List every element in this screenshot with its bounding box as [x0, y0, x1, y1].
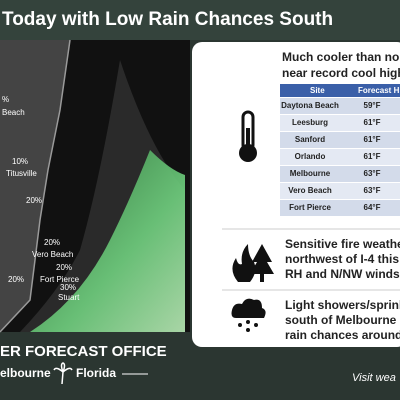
site-cell: Vero Beach [288, 186, 332, 195]
shower-icon [231, 298, 266, 332]
fire-text: northwest of I-4 this a [285, 252, 400, 266]
site-cell: Sanford [295, 135, 325, 144]
map-label: Fort Pierce [40, 275, 80, 284]
office-city: elbourne [0, 366, 51, 380]
palm-icon [53, 362, 73, 385]
headline: near record cool highs [282, 66, 400, 80]
map-label: Titusville [6, 169, 37, 178]
table-row [280, 166, 400, 182]
fire-text: RH and N/NW winds [285, 267, 400, 281]
site-cell: Melbourne [290, 169, 331, 178]
table-row [280, 183, 400, 199]
temp-cell: 64°F [364, 203, 381, 212]
office-name: ER FORECAST OFFICE [0, 343, 167, 360]
map-label: 20% [44, 238, 60, 247]
table-row [280, 132, 400, 148]
table-row [280, 149, 400, 165]
map-label: Beach [2, 108, 25, 117]
table-row [280, 115, 400, 131]
temp-cell: 59°F [364, 101, 381, 110]
fire-icon [232, 244, 274, 282]
showers-text: Light showers/sprink [285, 298, 400, 312]
temp-cell: 61°F [364, 118, 381, 127]
title-bar [0, 0, 400, 40]
land [0, 40, 70, 332]
map-label: 10% [12, 157, 28, 166]
site-cell: Fort Pierce [289, 203, 331, 212]
temp-cell: 63°F [364, 186, 381, 195]
map-label: 30% [60, 283, 76, 292]
visit-text: Visit wea [352, 372, 396, 384]
rain-chance-area [30, 150, 185, 332]
temp-cell: 63°F [364, 169, 381, 178]
fire-text: Sensitive fire weathe [285, 237, 400, 251]
headline: Much cooler than norm [282, 50, 400, 64]
table-header [280, 84, 400, 97]
temp-cell: 61°F [364, 152, 381, 161]
map-label: 20% [26, 196, 42, 205]
site-cell: Daytona Beach [281, 101, 339, 110]
map-label: 20% [56, 263, 72, 272]
table-header-cell: Forecast H [358, 86, 400, 95]
table-row [280, 200, 400, 216]
showers-text: south of Melbourne i [285, 313, 400, 327]
site-cell: Orlando [295, 152, 326, 161]
map-label: Stuart [58, 293, 80, 302]
map-label: Vero Beach [32, 250, 73, 259]
temp-cell: 61°F [364, 135, 381, 144]
title: Today with Low Rain Chances South [2, 9, 333, 30]
map-label: % [2, 95, 9, 104]
table-header-cell: Site [310, 86, 325, 95]
coastline [0, 39, 71, 333]
table-row [280, 98, 400, 114]
office-state: Florida [76, 366, 116, 380]
site-cell: Leesburg [292, 118, 328, 127]
showers-text: rain chances around [285, 328, 400, 342]
map-label: 20% [8, 275, 24, 284]
thermometer-icon [239, 110, 257, 162]
